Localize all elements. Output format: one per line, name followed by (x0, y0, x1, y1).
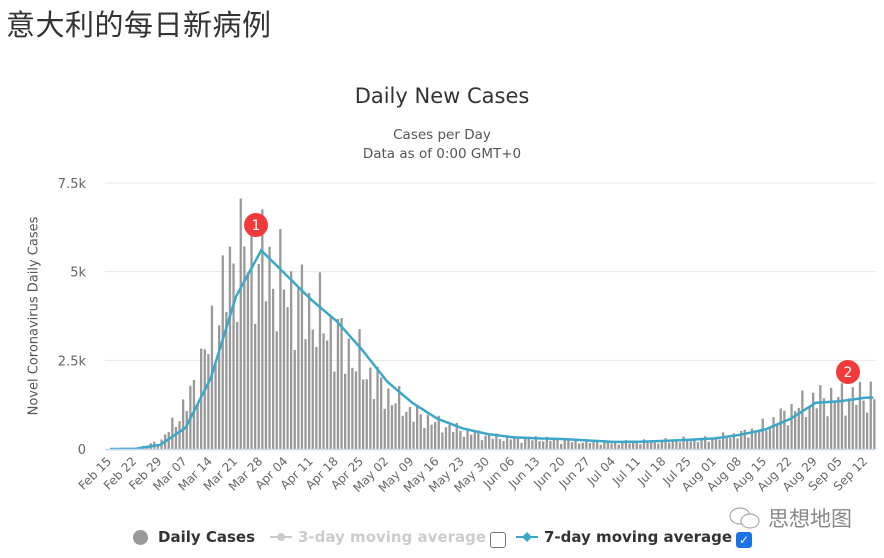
watermark: 思想地图 (728, 503, 852, 533)
diamond-marker-icon (516, 532, 538, 542)
watermark-text: 思想地图 (768, 507, 852, 531)
annotation-2[interactable]: 2 (836, 360, 860, 384)
svg-text:1: 1 (252, 218, 261, 234)
svg-text:2.5k: 2.5k (58, 354, 87, 369)
legend-3day-average[interactable]: 3-day moving average (270, 528, 486, 546)
legend-7day-average[interactable]: 7-day moving average (516, 528, 732, 546)
chart-subtitle: Cases per Day (393, 127, 491, 143)
seven-day-average-line[interactable] (109, 248, 874, 451)
daily-cases-bars[interactable] (120, 198, 876, 449)
line-marker-icon (270, 533, 292, 541)
annotation-1[interactable]: 1 (244, 213, 268, 237)
svg-text:2: 2 (844, 365, 853, 381)
legend-label: 7-day moving average (544, 528, 733, 546)
checkbox-3day-average[interactable] (490, 532, 506, 548)
checkbox-7day-average[interactable]: ✓ (736, 532, 752, 548)
wechat-icon (729, 507, 760, 529)
svg-text:7.5k: 7.5k (58, 177, 87, 192)
y-axis-ticks: 0 2.5k 5k 7.5k (58, 177, 87, 458)
legend-label: Daily Cases (158, 528, 256, 546)
svg-text:5k: 5k (70, 266, 86, 281)
page-title: 意大利的每日新病例 (6, 8, 272, 42)
svg-text:Jul 11: Jul 11 (609, 454, 643, 488)
chart-legend: Daily Cases 3-day moving average 7-day m… (0, 528, 884, 552)
legend-label: 3-day moving average (298, 528, 487, 546)
svg-text:Jul 04: Jul 04 (584, 454, 618, 488)
svg-text:Jul 18: Jul 18 (634, 454, 668, 488)
svg-text:0: 0 (78, 443, 86, 458)
legend-daily-cases[interactable]: Daily Cases (133, 528, 255, 546)
chart-data-date: Data as of 0:00 GMT+0 (362, 146, 522, 162)
chart-title: Daily New Cases (354, 84, 530, 108)
circle-marker-icon (133, 529, 148, 545)
gridlines (105, 182, 875, 361)
